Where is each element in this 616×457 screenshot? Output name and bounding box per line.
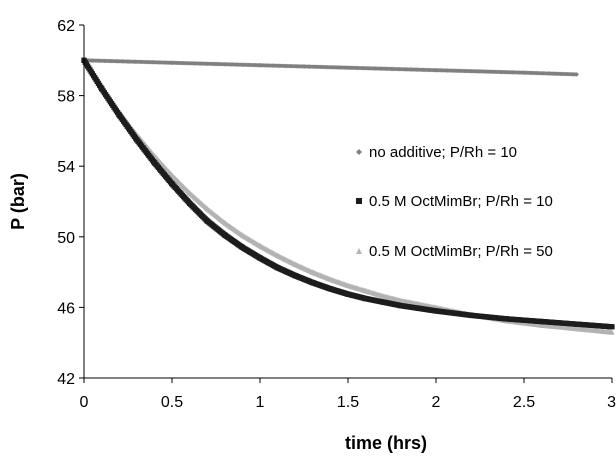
data-point (134, 137, 140, 143)
data-point (380, 299, 386, 305)
legend-item: no additive; P/Rh = 10 (356, 144, 517, 161)
data-point (257, 243, 263, 249)
x-tick-label: 0 (80, 394, 89, 411)
series-1 (81, 57, 615, 330)
data-point (433, 308, 439, 314)
data-point (574, 72, 579, 77)
data-point (187, 190, 193, 196)
data-point (539, 318, 545, 325)
data-point (609, 329, 615, 335)
y-tick-label: 62 (57, 18, 75, 35)
data-point (275, 252, 281, 258)
data-point (389, 66, 395, 72)
y-tick-label: 42 (57, 371, 75, 388)
y-tick-label: 50 (57, 230, 75, 247)
data-point (213, 61, 219, 67)
data-point (125, 59, 131, 64)
data-point (363, 288, 369, 294)
legend: no additive; P/Rh = 10 0.5 M OctMimBr; P/… (356, 144, 553, 260)
series-layer (81, 57, 615, 335)
legend-marker (356, 248, 362, 254)
data-point (310, 280, 316, 286)
data-point (169, 172, 175, 178)
data-point (292, 273, 298, 279)
data-point (363, 295, 369, 302)
data-point (222, 220, 228, 226)
data-point (275, 265, 281, 271)
y-tick-label: 58 (57, 89, 75, 106)
data-point (398, 297, 404, 303)
series-0 (81, 58, 579, 77)
legend-item: 0.5 M OctMimBr; P/Rh = 50 (356, 243, 553, 260)
legend-item: 0.5 M OctMimBr; P/Rh = 10 (356, 193, 553, 210)
x-tick-label: 3 (607, 394, 616, 411)
x-tick-label: 0.5 (161, 394, 183, 411)
y-tick-label: 46 (57, 300, 75, 317)
data-point (187, 200, 193, 206)
data-point (345, 282, 351, 288)
data-point (151, 160, 157, 166)
data-point (204, 218, 210, 224)
x-axis-title: time (hrs) (345, 433, 427, 453)
data-point (415, 301, 421, 307)
legend-label: no additive; P/Rh = 10 (369, 144, 517, 161)
data-point (257, 255, 263, 261)
x-tick-label: 1 (256, 394, 265, 411)
data-point (574, 321, 580, 327)
data-point (239, 244, 245, 250)
legend-marker (356, 149, 362, 155)
data-point (327, 286, 333, 292)
x-tick-label: 1.5 (337, 394, 359, 411)
data-point (99, 85, 105, 92)
ticks-layer: 42 46 50 54 58 62 0 0.5 1 1.5 2 2.5 3 (57, 18, 616, 411)
data-point (609, 324, 615, 330)
data-point (345, 291, 351, 297)
x-tick-label: 2.5 (513, 394, 535, 411)
data-point (398, 303, 404, 309)
data-point (301, 64, 307, 69)
data-point (222, 232, 228, 238)
data-point (503, 316, 509, 322)
y-axis-title: P (bar) (8, 173, 28, 230)
data-point (521, 70, 527, 75)
legend-label: 0.5 M OctMimBr; P/Rh = 10 (369, 193, 553, 210)
data-point (257, 63, 263, 68)
data-point (345, 65, 351, 70)
data-point (310, 269, 316, 275)
data-point (292, 261, 298, 267)
data-point (169, 60, 175, 65)
data-point (116, 112, 122, 118)
data-point (468, 312, 474, 318)
data-point (204, 205, 210, 212)
y-tick-label: 54 (57, 159, 75, 176)
data-point (327, 276, 333, 282)
legend-label: 0.5 M OctMimBr; P/Rh = 50 (369, 243, 553, 260)
data-point (380, 293, 386, 299)
data-point (539, 322, 545, 328)
x-tick-label: 2 (432, 394, 441, 411)
data-point (239, 232, 245, 238)
data-point (433, 67, 439, 73)
data-point (574, 325, 580, 332)
data-point (477, 69, 483, 74)
data-point (169, 181, 175, 187)
data-point (415, 305, 421, 311)
legend-marker (356, 198, 362, 204)
